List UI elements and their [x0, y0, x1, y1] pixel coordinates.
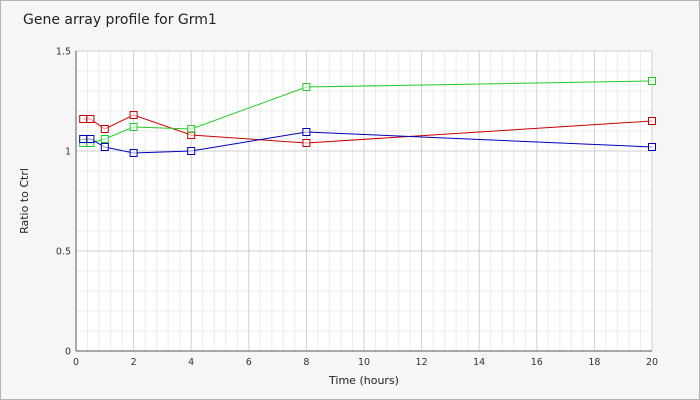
data-point — [79, 115, 88, 123]
axes — [75, 51, 652, 352]
series-1 — [79, 111, 656, 147]
data-point — [86, 135, 95, 143]
x-tick-label: 16 — [531, 357, 543, 368]
data-point — [100, 135, 109, 143]
x-axis-label: Time (hours) — [328, 374, 399, 387]
y-axis-label: Ratio to Ctrl — [18, 168, 31, 234]
data-point — [129, 111, 138, 119]
series-3 — [79, 128, 656, 157]
data-point — [129, 123, 138, 131]
x-tick-label: 10 — [358, 357, 370, 368]
x-tick-labels: 0 2 4 6 8 10 12 14 16 18 20 — [73, 357, 658, 368]
data-point — [302, 139, 311, 147]
data-point — [100, 125, 109, 133]
y-tick-label: 0 — [65, 347, 71, 358]
x-tick-label: 2 — [131, 357, 137, 368]
data-point — [129, 149, 138, 157]
data-point — [86, 115, 95, 123]
data-point — [302, 83, 311, 91]
data-point — [302, 128, 311, 136]
series-group — [79, 77, 656, 157]
data-point — [648, 143, 656, 151]
x-tick-label: 8 — [303, 357, 309, 368]
y-tick-label: 1 — [65, 147, 71, 158]
x-tick-label: 4 — [188, 357, 194, 368]
data-point — [648, 77, 656, 85]
x-tick-label: 0 — [73, 357, 79, 368]
x-tick-label: 12 — [416, 357, 428, 368]
chart-title: Gene array profile for Grm1 — [23, 12, 217, 28]
x-tick-label: 6 — [246, 357, 252, 368]
data-point — [648, 117, 656, 125]
y-tick-label: 1.5 — [56, 47, 71, 58]
x-tick-label: 18 — [588, 357, 600, 368]
x-tick-label: 14 — [473, 357, 485, 368]
minor-grid — [76, 51, 652, 351]
y-tick-labels: 0 0.5 1 1.5 — [56, 47, 71, 358]
x-tick-label: 20 — [646, 357, 658, 368]
data-point — [100, 143, 109, 151]
data-point — [187, 125, 196, 133]
data-point — [79, 135, 88, 143]
y-tick-label: 0.5 — [56, 247, 71, 258]
data-point — [187, 147, 196, 155]
